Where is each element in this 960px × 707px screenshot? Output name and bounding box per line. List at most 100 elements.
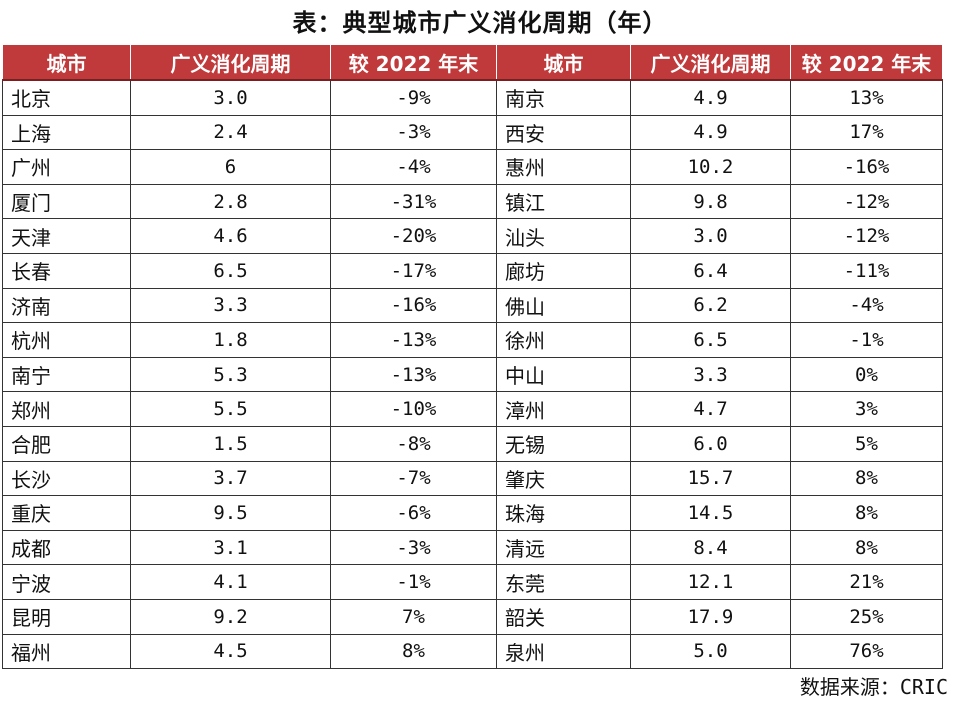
city-cell-2: 肇庆 [496,460,631,497]
city-cell: 郑州 [2,391,131,427]
cycle-cell: 9.2 [130,598,331,635]
change-cell: -3% [330,529,497,566]
table-row: 天津 4.6 -20% 汕头 3.0 -12% [2,218,943,254]
column-header-city: 城市 [2,44,131,81]
table-row: 长春 6.5 -17% 廊坊 6.4 -11% [2,252,943,289]
cycle-cell: 6 [130,149,331,185]
cycle-cell-2: 5.0 [630,633,791,670]
cycle-cell: 9.5 [130,495,331,531]
change-cell-2: 25% [790,598,943,635]
cycle-cell: 5.5 [130,391,331,427]
change-cell-2: 3% [790,391,943,427]
city-cell-2: 佛山 [496,287,631,324]
change-cell-2: 13% [790,79,943,116]
change-cell: -8% [330,425,497,462]
table-row: 昆明 9.2 7% 韶关 17.9 25% [2,598,943,635]
table-row: 长沙 3.7 -7% 肇庆 15.7 8% [2,460,943,497]
change-cell: -31% [330,183,497,220]
change-cell: 8% [330,633,497,670]
change-cell: -1% [330,564,497,600]
change-cell: -4% [330,149,497,185]
cycle-cell: 4.1 [130,564,331,600]
city-cell-2: 镇江 [496,183,631,220]
table-row: 济南 3.3 -16% 佛山 6.2 -4% [2,287,943,324]
city-cell-2: 中山 [496,356,631,393]
city-cell: 长春 [2,252,131,289]
change-cell-2: -4% [790,287,943,324]
cycle-cell-2: 4.7 [630,391,791,427]
table-row: 上海 2.4 -3% 西安 4.9 17% [2,114,943,151]
cycle-cell-2: 6.2 [630,287,791,324]
city-cell-2: 徐州 [496,322,631,358]
cycle-cell-2: 6.5 [630,322,791,358]
change-cell-2: 0% [790,356,943,393]
change-cell: -13% [330,356,497,393]
change-cell-2: 21% [790,564,943,600]
city-cell-2: 惠州 [496,149,631,185]
city-cell: 南宁 [2,356,131,393]
city-cell: 合肥 [2,425,131,462]
cycle-cell: 6.5 [130,252,331,289]
cycle-cell-2: 4.9 [630,114,791,151]
cycle-cell-2: 14.5 [630,495,791,531]
city-cell-2: 漳州 [496,391,631,427]
change-cell: -3% [330,114,497,151]
cycle-cell-2: 6.4 [630,252,791,289]
change-cell-2: -1% [790,322,943,358]
city-cell-2: 清远 [496,529,631,566]
cycle-cell: 2.4 [130,114,331,151]
cycle-cell-2: 6.0 [630,425,791,462]
cycle-cell: 3.1 [130,529,331,566]
city-cell-2: 珠海 [496,495,631,531]
change-cell-2: -12% [790,183,943,220]
city-cell-2: 东莞 [496,564,631,600]
table-row: 北京 3.0 -9% 南京 4.9 13% [2,79,943,116]
city-cell-2: 廊坊 [496,252,631,289]
city-cell: 北京 [2,79,131,116]
city-cell: 天津 [2,218,131,254]
column-header-cycle-2: 广义消化周期 [630,44,791,81]
change-cell-2: 8% [790,495,943,531]
cycle-cell: 3.7 [130,460,331,497]
column-header-cycle: 广义消化周期 [130,44,331,81]
table-row: 厦门 2.8 -31% 镇江 9.8 -12% [2,183,943,220]
city-cell: 成都 [2,529,131,566]
change-cell: -7% [330,460,497,497]
table-row: 成都 3.1 -3% 清远 8.4 8% [2,529,943,566]
change-cell: -6% [330,495,497,531]
change-cell-2: 5% [790,425,943,462]
cycle-cell: 3.0 [130,79,331,116]
city-cell: 上海 [2,114,131,151]
source-value: CRIC [899,675,948,699]
cycle-cell: 3.3 [130,287,331,324]
city-cell-2: 泉州 [496,633,631,670]
column-header-change: 较 2022 年末 [330,44,497,81]
cycle-cell-2: 3.3 [630,356,791,393]
cycle-cell: 5.3 [130,356,331,393]
cycle-cell-2: 15.7 [630,460,791,497]
city-cell-2: 西安 [496,114,631,151]
city-cell: 福州 [2,633,131,670]
data-source-note: 数据来源：CRIC [800,672,948,702]
city-cell: 重庆 [2,495,131,531]
city-cell: 杭州 [2,322,131,358]
table-title: 表：典型城市广义消化周期（年） [292,9,668,37]
column-header-change-2: 较 2022 年末 [790,44,943,81]
table-row: 南宁 5.3 -13% 中山 3.3 0% [2,356,943,393]
city-cell-2: 南京 [496,79,631,116]
city-cell: 广州 [2,149,131,185]
cycle-cell-2: 12.1 [630,564,791,600]
table-row: 郑州 5.5 -10% 漳州 4.7 3% [2,391,943,427]
table-row: 杭州 1.8 -13% 徐州 6.5 -1% [2,322,943,358]
cycle-cell: 1.8 [130,322,331,358]
city-cell-2: 无锡 [496,425,631,462]
change-cell-2: 8% [790,460,943,497]
table-row: 福州 4.5 8% 泉州 5.0 76% [2,633,943,670]
table-body: 北京 3.0 -9% 南京 4.9 13% 上海 2.4 -3% 西安 4.9 17% 广州 6 -4% 惠州… [2,79,943,670]
change-cell-2: -12% [790,218,943,254]
column-header-city-2: 城市 [496,44,631,81]
change-cell-2: 76% [790,633,943,670]
cycle-cell-2: 10.2 [630,149,791,185]
change-cell: -20% [330,218,497,254]
cycle-cell-2: 9.8 [630,183,791,220]
